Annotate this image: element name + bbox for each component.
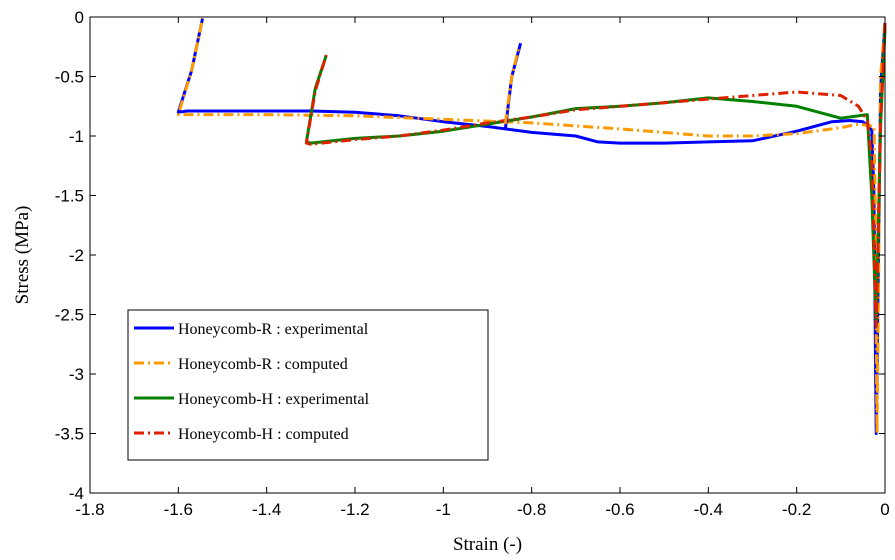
- series-line-5: [503, 48, 520, 125]
- legend-label: Honeycomb-R : experimental: [178, 321, 369, 338]
- x-tick-label: -0.6: [605, 500, 634, 519]
- y-tick-label: -3: [69, 365, 84, 384]
- y-axis-label: Stress (MPa): [12, 206, 33, 305]
- x-tick-label: -0.4: [694, 500, 723, 519]
- axis-ticks: [89, 16, 886, 494]
- y-tick-label: 0: [75, 8, 84, 27]
- x-tick-label: -0.8: [517, 500, 546, 519]
- series-line-2: [304, 28, 887, 328]
- x-tick-label: -1: [436, 500, 451, 519]
- y-tick-label: -0.5: [55, 68, 84, 87]
- y-tick-label: -1.5: [55, 187, 84, 206]
- legend-box: [127, 309, 489, 461]
- y-tick-label: -2.5: [55, 306, 84, 325]
- x-tick-label: -1.6: [164, 500, 193, 519]
- x-tick-label: -0.2: [782, 500, 811, 519]
- x-tick-label: 0: [880, 500, 889, 519]
- x-tick-label: -1.4: [252, 500, 281, 519]
- series-line-3: [304, 22, 887, 328]
- plot-lines: [176, 17, 887, 435]
- x-tick-label: -1.8: [75, 500, 104, 519]
- y-tick-label: -3.5: [55, 425, 84, 444]
- tick-labels: -1.8 -1.6 -1.4 -1.2 -1 -0.8 -0.6 -0.4 -0.2 0 0 -0.5…: [55, 8, 890, 519]
- x-axis-label: Strain (-): [453, 534, 522, 555]
- y-tick-label: -4: [69, 484, 84, 503]
- y-tick-label: -2: [69, 246, 84, 265]
- legend: Honeycomb-R : experimental Honeycomb-R : …: [127, 309, 489, 461]
- legend-label: Honeycomb-R : computed: [178, 356, 348, 373]
- x-tick-label: -1.2: [340, 500, 369, 519]
- legend-label: Honeycomb-H : experimental: [178, 391, 370, 408]
- series-line-1: [176, 17, 887, 435]
- y-tick-label: -1: [69, 127, 84, 146]
- legend-label: Honeycomb-H : computed: [178, 426, 349, 443]
